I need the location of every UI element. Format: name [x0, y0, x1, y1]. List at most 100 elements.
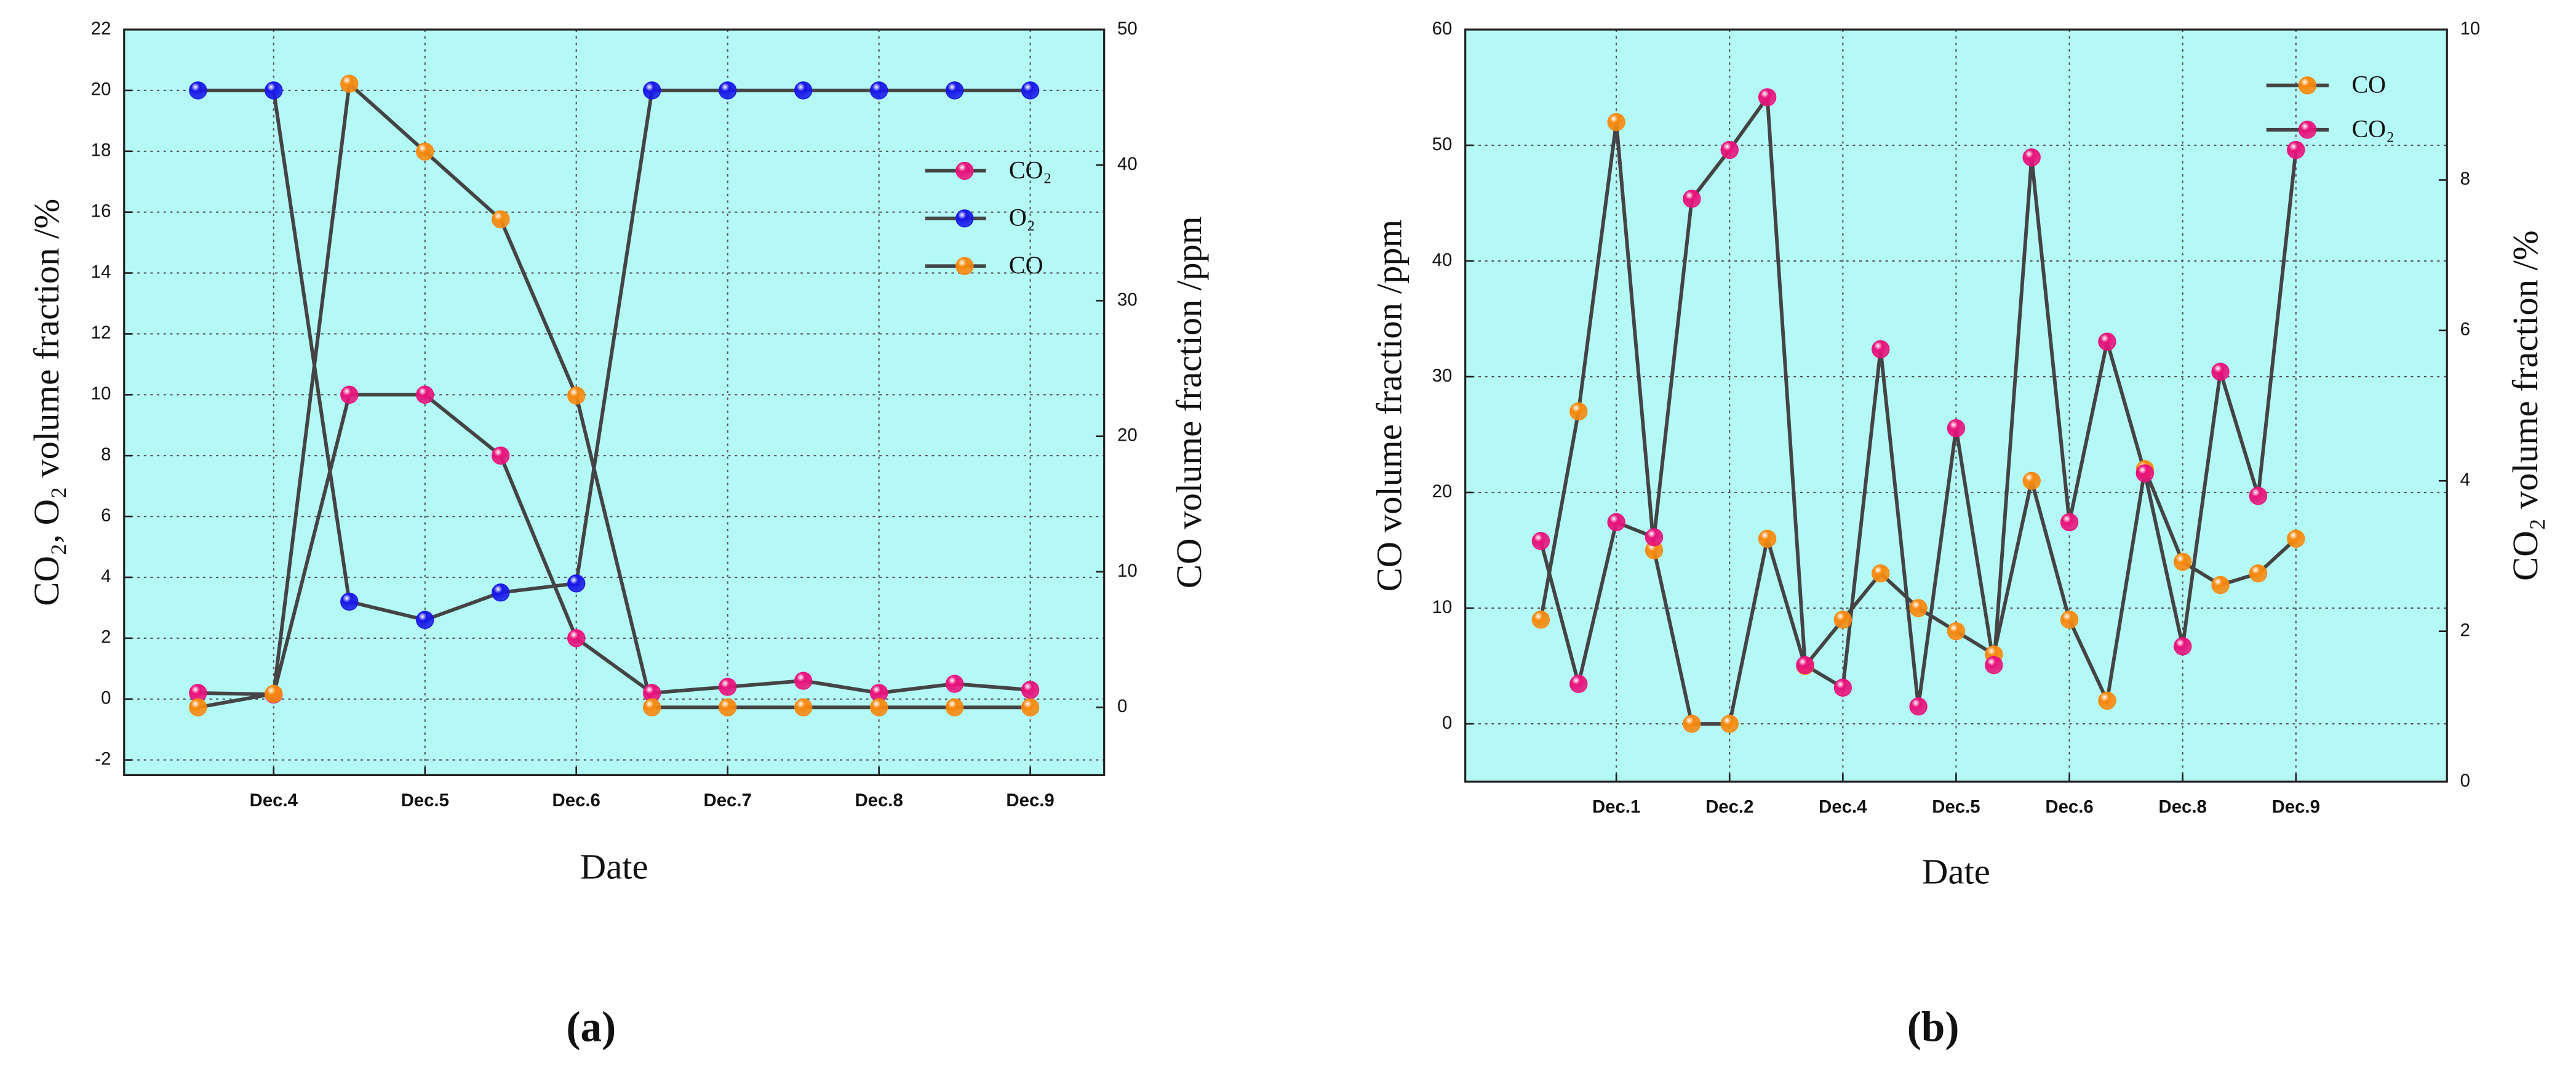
y2-tick-label: 10: [1117, 561, 1138, 581]
y2-axis-label: CO₂ volume fraction /%: [2505, 230, 2545, 581]
marker: [2060, 611, 2079, 629]
marker: [1872, 340, 1890, 359]
marker: [492, 583, 510, 602]
marker: [794, 698, 813, 716]
y2-tick-label: 40: [1117, 154, 1138, 174]
x-tick-label: Dec.4: [1819, 797, 1867, 817]
y-axis-label: CO₂, O₂ volume fraction /%: [26, 199, 66, 606]
x-tick-label: Dec.9: [1006, 790, 1054, 811]
marker: [416, 385, 434, 404]
marker: [1720, 140, 1739, 159]
legend-marker: [2298, 121, 2317, 139]
x-tick-label: Dec.9: [2272, 797, 2320, 817]
marker: [567, 387, 586, 405]
marker: [945, 81, 964, 100]
y-tick-label: 40: [1432, 250, 1453, 270]
y-tick-label: 60: [1432, 18, 1453, 39]
marker: [718, 81, 737, 100]
marker: [2249, 487, 2268, 505]
marker: [2211, 575, 2230, 595]
series-line: [197, 80, 1031, 710]
y2-tick-label: 0: [1117, 696, 1127, 716]
y-tick-label: 4: [101, 566, 111, 587]
marker: [1833, 611, 1852, 629]
marker: [2211, 363, 2230, 381]
y2-tick-label: 2: [2460, 620, 2470, 640]
marker: [492, 446, 510, 465]
marker: [1683, 190, 1701, 208]
marker: [1947, 622, 1966, 641]
marker: [643, 698, 661, 716]
marker: [1531, 611, 1550, 629]
y-tick-label: 8: [101, 444, 111, 465]
y-tick-label: 0: [1442, 713, 1452, 733]
marker: [1645, 528, 1664, 547]
legend-marker: [955, 209, 974, 228]
panel-label: (a): [566, 1004, 616, 1051]
marker: [1569, 675, 1588, 693]
marker: [2060, 513, 2079, 532]
marker: [340, 74, 359, 93]
marker: [1758, 88, 1777, 106]
marker: [1909, 697, 1928, 716]
y2-tick-label: 50: [1117, 18, 1138, 39]
x-axis-label: Date: [1922, 852, 1990, 892]
marker: [1021, 81, 1040, 100]
y-tick-label: 22: [91, 18, 111, 39]
panel-label: (b): [1907, 1004, 1960, 1051]
marker: [1683, 715, 1701, 733]
y2-tick-label: 10: [2460, 18, 2481, 39]
legend-marker: [2298, 76, 2317, 95]
marker: [416, 611, 434, 629]
marker: [340, 385, 359, 404]
plot-frame: [123, 28, 1106, 776]
marker: [189, 698, 207, 716]
marker: [1758, 529, 1777, 548]
plot-area: [124, 30, 1104, 775]
x-tick-label: Dec.5: [1932, 797, 1980, 817]
marker: [1607, 113, 1625, 132]
marker: [869, 698, 888, 716]
y-tick-label: 2: [101, 627, 111, 647]
marker: [1947, 419, 1966, 438]
y2-tick-label: 8: [2460, 169, 2470, 189]
marker: [1569, 402, 1588, 421]
x-tick-label: Dec.2: [1705, 797, 1753, 817]
y-tick-label: 20: [1432, 481, 1453, 502]
x-tick-label: Dec.5: [401, 790, 449, 811]
marker: [2287, 140, 2305, 159]
plot-frame: [1464, 28, 2448, 783]
marker: [2249, 564, 2268, 583]
marker: [794, 671, 813, 690]
marker: [718, 698, 737, 716]
marker: [1021, 698, 1040, 716]
marker: [1909, 599, 1928, 617]
marker: [2173, 637, 2192, 655]
marker: [1021, 681, 1040, 699]
y-tick-label: 16: [91, 201, 111, 221]
marker: [2098, 332, 2116, 351]
marker: [1720, 715, 1739, 733]
y-tick-label: 10: [1432, 597, 1453, 617]
y-axis-label: CO volume fraction /ppm: [1370, 220, 1410, 592]
marker: [1607, 513, 1625, 532]
legend-label: CO₂: [1009, 156, 1052, 183]
legend-label: O₂: [1009, 204, 1035, 231]
marker: [2135, 464, 2154, 483]
x-tick-label: Dec.6: [552, 790, 600, 811]
marker: [2022, 148, 2041, 167]
legend-marker: [955, 257, 974, 275]
legend-label: CO: [1009, 251, 1043, 279]
marker: [1531, 532, 1550, 550]
marker: [945, 698, 964, 716]
marker: [567, 629, 586, 647]
x-tick-label: Dec.8: [2159, 797, 2207, 817]
marker: [2173, 553, 2192, 571]
marker: [1872, 564, 1890, 583]
series-line: [197, 88, 1031, 622]
legend-marker: [955, 161, 974, 180]
marker: [567, 574, 586, 593]
y2-tick-label: 30: [1117, 289, 1138, 310]
marker: [869, 81, 888, 100]
